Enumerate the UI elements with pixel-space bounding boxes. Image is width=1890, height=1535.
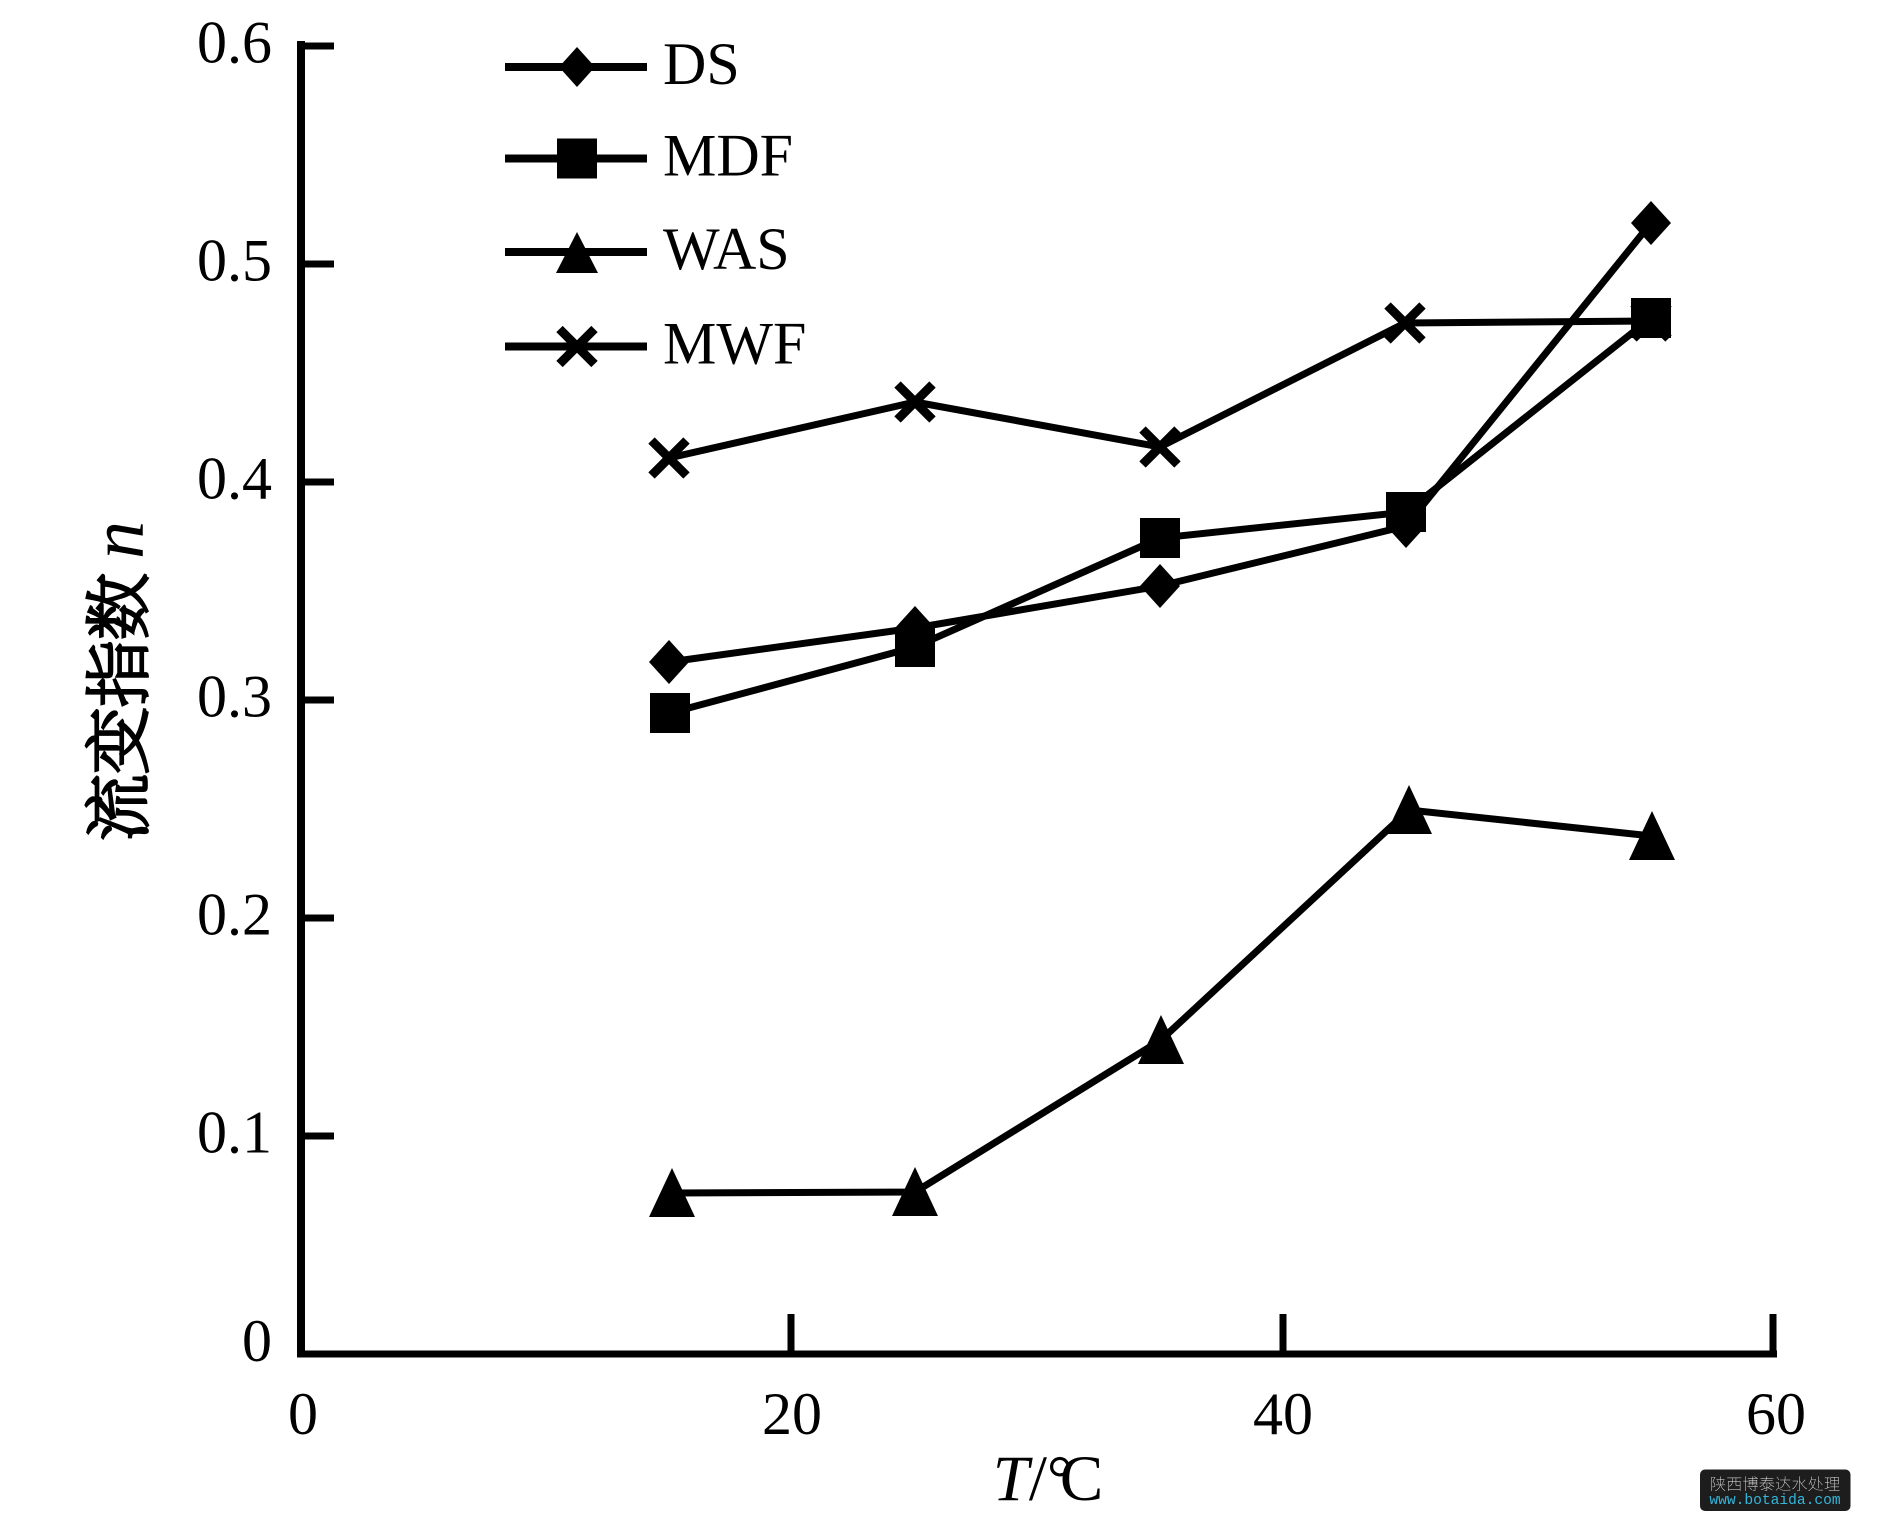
svg-text:MWF: MWF (663, 311, 806, 377)
svg-text:0.3: 0.3 (197, 664, 272, 730)
svg-text:0: 0 (242, 1308, 272, 1374)
svg-text:0.5: 0.5 (197, 228, 272, 294)
svg-text:0.6: 0.6 (197, 10, 272, 76)
svg-text:0.2: 0.2 (197, 882, 272, 948)
svg-text:T/°C: T/°C (993, 1443, 1104, 1515)
svg-text:MDF: MDF (663, 123, 793, 189)
svg-text:60: 60 (1746, 1381, 1806, 1447)
svg-text:0.4: 0.4 (197, 446, 272, 512)
svg-text:DS: DS (663, 31, 740, 97)
svg-text:WAS: WAS (663, 216, 790, 282)
svg-text:0.1: 0.1 (197, 1100, 272, 1166)
svg-text:n: n (76, 521, 160, 559)
svg-text:www.botaida.com: www.botaida.com (1709, 1493, 1841, 1509)
svg-text:20: 20 (762, 1381, 822, 1447)
svg-text:0: 0 (288, 1381, 318, 1447)
svg-text:40: 40 (1253, 1381, 1313, 1447)
